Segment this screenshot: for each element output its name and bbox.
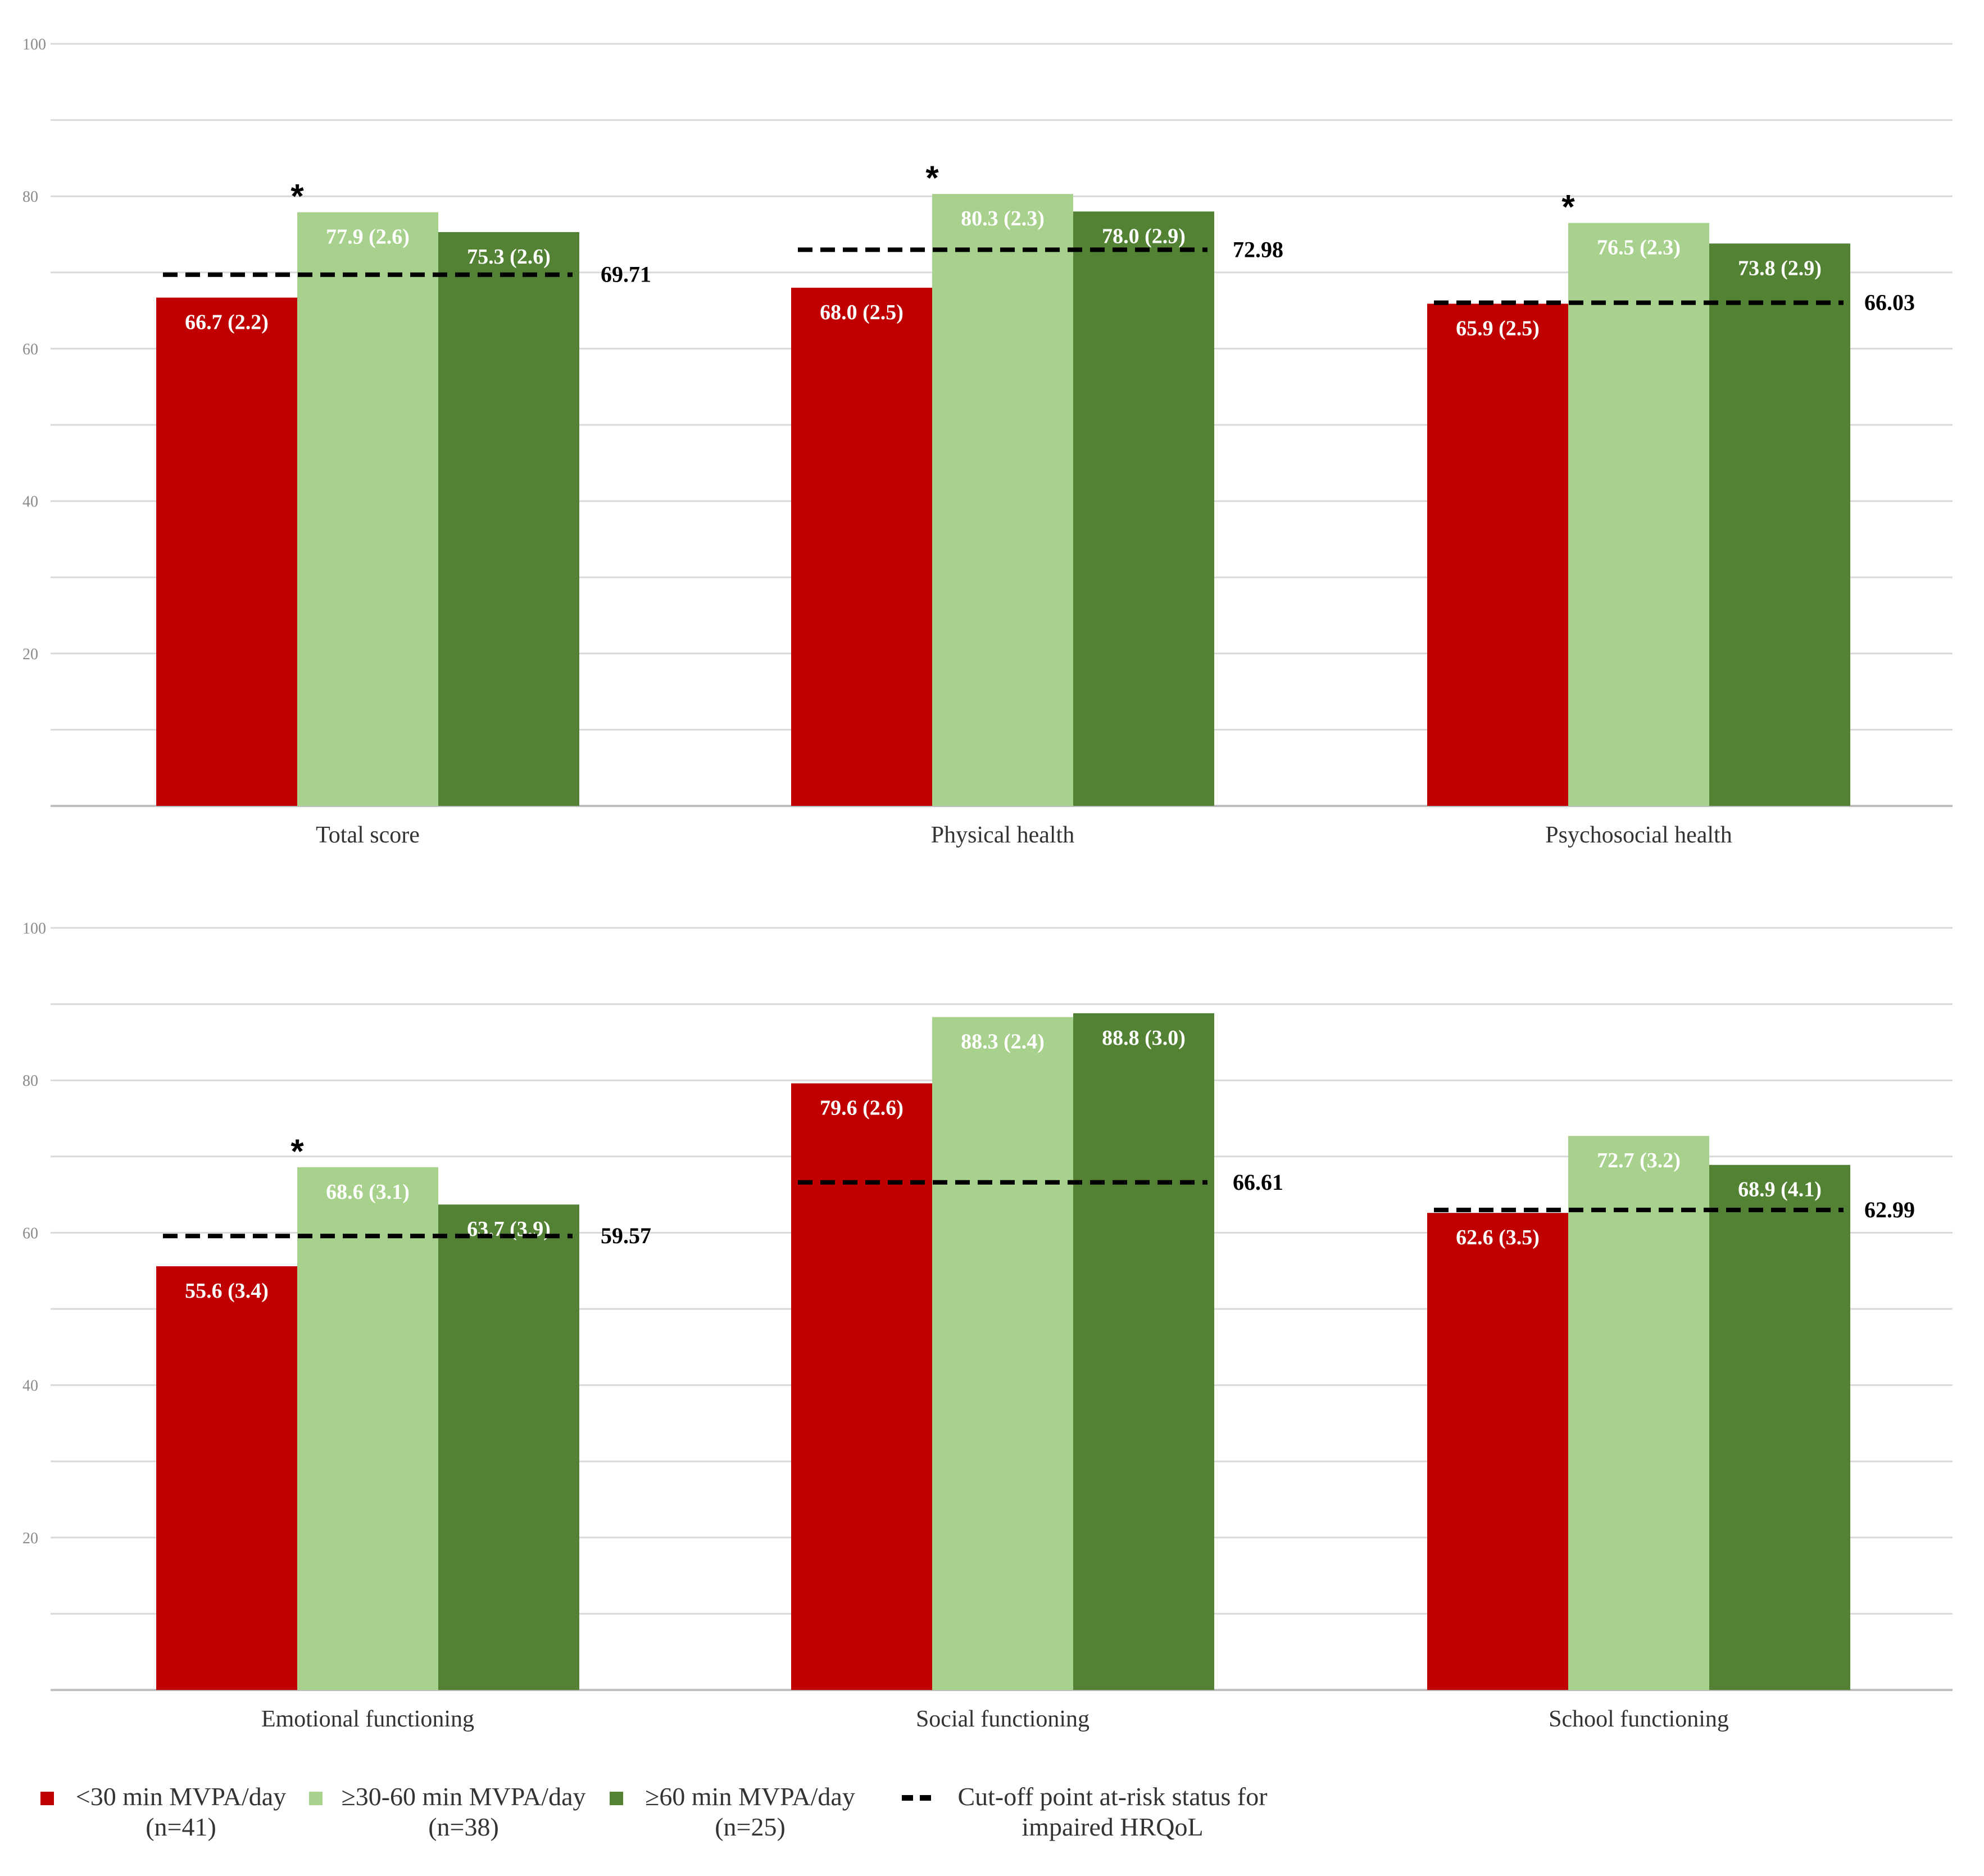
legend-item-lt30: <30 min MVPA/day (n=41) — [63, 1782, 299, 1842]
y-tick-label: 40 — [22, 493, 38, 511]
bar-ge60 — [1073, 1013, 1214, 1690]
y-tick-label: 100 — [22, 920, 46, 937]
bar-data-label: 77.9 (2.6) — [326, 225, 410, 249]
bar-data-label: 88.8 (3.0) — [1102, 1026, 1186, 1050]
category-label: Total score — [316, 822, 420, 848]
bar-30to60 — [932, 194, 1073, 806]
legend-swatch-ge60 — [610, 1792, 623, 1805]
bar-data-label: 88.3 (2.4) — [961, 1030, 1045, 1054]
legend-label-30to60: ≥30-60 min MVPA/day — [341, 1782, 586, 1811]
y-tick-label: 100 — [22, 36, 46, 53]
bar-data-label: 78.0 (2.9) — [1102, 224, 1186, 248]
bar-data-label: 66.7 (2.2) — [185, 311, 269, 334]
y-tick-label: 60 — [22, 341, 38, 358]
bar-lt30 — [156, 297, 297, 806]
bar-30to60 — [932, 1017, 1073, 1690]
bar-data-label: 72.7 (3.2) — [1597, 1149, 1681, 1172]
bar-lt30 — [791, 1083, 932, 1690]
legend-n-lt30: (n=41) — [146, 1812, 216, 1841]
bar-lt30 — [1427, 1213, 1568, 1690]
bar-data-label: 55.6 (3.4) — [185, 1279, 269, 1303]
legend-label-cutoff-1: Cut-off point at-risk status for — [957, 1782, 1268, 1811]
cutoff-label: 59.57 — [601, 1223, 651, 1248]
bar-data-label: 73.8 (2.9) — [1738, 256, 1822, 280]
legend-item-cutoff: Cut-off point at-risk status for impaire… — [938, 1782, 1287, 1842]
cutoff-label: 66.03 — [1864, 290, 1915, 315]
legend-n-ge60: (n=25) — [715, 1812, 786, 1841]
legend-item-ge60: ≥60 min MVPA/day (n=25) — [632, 1782, 868, 1842]
bar-data-label: 65.9 (2.5) — [1456, 316, 1540, 340]
cutoff-label: 66.61 — [1233, 1170, 1283, 1195]
bar-ge60 — [1709, 1164, 1850, 1690]
significance-star: * — [290, 1132, 304, 1170]
y-tick-label: 80 — [22, 188, 38, 206]
legend-item-30to60: ≥30-60 min MVPA/day (n=38) — [332, 1782, 596, 1842]
cutoff-label: 69.71 — [601, 262, 651, 287]
bar-data-label: 68.6 (3.1) — [326, 1180, 410, 1204]
legend-label-ge60: ≥60 min MVPA/day — [645, 1782, 855, 1811]
bar-30to60 — [1568, 1136, 1709, 1690]
cutoff-label: 72.98 — [1233, 237, 1283, 262]
legend-label-lt30: <30 min MVPA/day — [75, 1782, 287, 1811]
significance-star: * — [925, 159, 939, 197]
bar-30to60 — [297, 1167, 438, 1690]
bar-ge60 — [438, 1204, 579, 1690]
significance-star: * — [1561, 188, 1575, 226]
bar-ge60 — [438, 232, 579, 806]
legend-swatch-30to60 — [309, 1792, 323, 1805]
category-label: School functioning — [1549, 1706, 1729, 1732]
y-tick-label: 60 — [22, 1225, 38, 1242]
legend-label-cutoff-2: impaired HRQoL — [1021, 1812, 1204, 1841]
category-label: Emotional functioning — [261, 1706, 474, 1732]
bar-data-label: 75.3 (2.6) — [467, 245, 551, 269]
significance-star: * — [290, 178, 304, 215]
bar-30to60 — [297, 212, 438, 806]
bar-ge60 — [1073, 211, 1214, 806]
category-label: Physical health — [931, 822, 1074, 848]
category-label: Social functioning — [916, 1706, 1089, 1732]
y-tick-label: 40 — [22, 1377, 38, 1395]
bar-lt30 — [1427, 303, 1568, 806]
bar-data-label: 79.6 (2.6) — [820, 1096, 904, 1120]
bar-data-label: 80.3 (2.3) — [961, 207, 1045, 230]
legend: <30 min MVPA/day (n=41) ≥30-60 min MVPA/… — [34, 1782, 1326, 1860]
bar-lt30 — [791, 287, 932, 806]
category-label: Psychosocial health — [1545, 822, 1732, 848]
y-tick-label: 20 — [22, 646, 38, 663]
bar-data-label: 68.0 (2.5) — [820, 301, 904, 324]
bar-data-label: 68.9 (4.1) — [1738, 1178, 1822, 1202]
legend-swatch-lt30 — [40, 1792, 54, 1805]
bar-data-label: 62.6 (3.5) — [1456, 1226, 1540, 1249]
bar-data-label: 76.5 (2.3) — [1597, 236, 1681, 260]
bar-lt30 — [156, 1266, 297, 1690]
cutoff-label: 62.99 — [1864, 1197, 1915, 1222]
y-tick-label: 20 — [22, 1530, 38, 1547]
legend-n-30to60: (n=38) — [428, 1812, 499, 1841]
legend-cutoff-dashes — [902, 1795, 932, 1801]
y-tick-label: 80 — [22, 1072, 38, 1090]
bar-30to60 — [1568, 223, 1709, 806]
bar-ge60 — [1709, 243, 1850, 806]
